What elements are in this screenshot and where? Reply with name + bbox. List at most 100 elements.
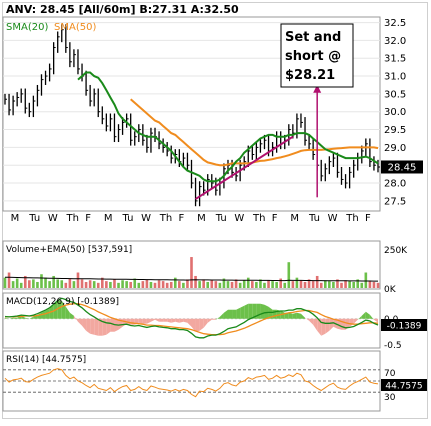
x-day-label: Th bbox=[345, 213, 358, 224]
macd-histogram-segment bbox=[365, 311, 370, 319]
volume-bar bbox=[129, 281, 132, 288]
macd-histogram-segment bbox=[215, 316, 220, 320]
volume-bar bbox=[259, 279, 262, 288]
macd-histogram-segment bbox=[252, 303, 257, 319]
macd-histogram-segment bbox=[69, 312, 74, 319]
price-y-tick-label: 27.5 bbox=[384, 196, 406, 207]
rsi-panel: RSI(14) [44.7575] 70 50 30 44.7575 bbox=[2, 350, 427, 412]
volume-bar bbox=[194, 275, 197, 288]
macd-histogram-segment bbox=[292, 312, 297, 319]
volume-bar bbox=[238, 282, 242, 288]
macd-histogram-segment bbox=[300, 313, 306, 319]
volume-bar bbox=[72, 281, 76, 288]
macd-histogram-segment bbox=[369, 314, 374, 320]
macd-histogram-segment bbox=[98, 318, 103, 336]
macd-histogram-segment bbox=[219, 312, 224, 319]
volume-bar bbox=[36, 281, 39, 288]
volume-bar bbox=[352, 281, 355, 288]
macd-histogram-segment bbox=[373, 318, 378, 323]
x-day-label: F bbox=[178, 213, 184, 224]
macd-histogram-segment bbox=[349, 318, 354, 327]
macd-histogram-segment bbox=[361, 311, 366, 319]
last-price-tag: 28.45 bbox=[381, 160, 423, 174]
last-price-label: 28.45 bbox=[388, 162, 417, 173]
x-day-label: W bbox=[48, 213, 58, 224]
price-y-tick-label: 30.0 bbox=[384, 107, 406, 118]
volume-bar bbox=[364, 272, 368, 288]
volume-bar bbox=[40, 274, 43, 288]
macd-histogram-segment bbox=[232, 309, 237, 319]
macd-histogram-segment bbox=[155, 318, 160, 322]
annotation-line1: Set and bbox=[285, 30, 341, 45]
macd-signal-line bbox=[5, 303, 379, 336]
volume-bar bbox=[88, 280, 92, 288]
macd-histogram-segment bbox=[313, 318, 318, 331]
volume-bar bbox=[198, 281, 201, 288]
volume-bar bbox=[23, 275, 27, 288]
volume-bar bbox=[101, 277, 104, 288]
macd-histogram-segment bbox=[159, 318, 164, 322]
macd-histogram-segment bbox=[25, 317, 30, 319]
x-day-label: W bbox=[234, 213, 244, 224]
volume-bar bbox=[56, 279, 60, 288]
macd-histogram-segment bbox=[260, 303, 265, 319]
volume-bar bbox=[52, 275, 55, 288]
volume-bar bbox=[344, 280, 347, 288]
macd-histogram-segment bbox=[309, 318, 314, 325]
macd-histogram-segment bbox=[325, 318, 330, 334]
volume-bar bbox=[96, 282, 100, 288]
legend-sma50: SMA(50) bbox=[54, 22, 96, 33]
macd-histogram-segment bbox=[90, 318, 95, 335]
volume-bar bbox=[202, 279, 205, 288]
volume-bar bbox=[315, 275, 319, 288]
volume-bar bbox=[11, 281, 15, 288]
rsi-last-value: 44.7575 bbox=[385, 382, 422, 392]
volume-bar bbox=[275, 281, 278, 288]
macd-histogram-segment bbox=[296, 312, 301, 319]
volume-bar bbox=[356, 279, 360, 288]
macd-histogram-segment bbox=[110, 318, 115, 332]
volume-bar bbox=[145, 279, 149, 288]
volume-bar bbox=[332, 281, 335, 288]
macd-histogram-segment bbox=[187, 318, 192, 327]
macd-line bbox=[4, 297, 379, 339]
rsi-tick-30: 30 bbox=[384, 393, 396, 403]
rsi-line bbox=[4, 368, 379, 398]
volume-bar bbox=[368, 281, 372, 288]
price-series-layer bbox=[4, 24, 380, 207]
volume-bar bbox=[255, 281, 258, 288]
volume-bar bbox=[376, 282, 380, 288]
rsi-title: RSI(14) [44.7575] bbox=[6, 355, 86, 365]
volume-bar bbox=[360, 282, 364, 288]
volume-bar bbox=[263, 282, 266, 288]
volume-bar bbox=[80, 279, 84, 288]
volume-bar bbox=[60, 280, 64, 288]
price-y-tick-label: 32.0 bbox=[384, 36, 406, 47]
macd-histogram-segment bbox=[163, 318, 168, 322]
volume-bar bbox=[372, 281, 376, 288]
volume-tick-250k: 250K bbox=[384, 246, 408, 256]
x-day-label: Th bbox=[159, 213, 172, 224]
volume-bar bbox=[336, 279, 339, 288]
price-y-tick-label: 29.0 bbox=[384, 143, 406, 154]
macd-histogram-segment bbox=[240, 305, 245, 319]
macd-histogram-segment bbox=[317, 318, 322, 336]
volume-bar bbox=[165, 282, 169, 288]
x-day-label: W bbox=[328, 213, 338, 224]
volume-bar bbox=[68, 278, 72, 288]
x-day-label: F bbox=[365, 213, 371, 224]
volume-bar bbox=[109, 281, 112, 288]
x-day-label: Tu bbox=[215, 213, 227, 224]
volume-bar bbox=[28, 280, 31, 288]
volume-bar bbox=[222, 278, 226, 288]
volume-bar bbox=[242, 280, 246, 288]
volume-bar bbox=[348, 281, 351, 288]
macd-histogram-segment bbox=[321, 318, 326, 336]
x-day-label: Th bbox=[252, 213, 265, 224]
volume-bar bbox=[186, 279, 189, 288]
macd-histogram-segment bbox=[211, 318, 216, 320]
macd-histogram-segment bbox=[199, 318, 204, 331]
macd-histogram-segment bbox=[29, 316, 34, 319]
